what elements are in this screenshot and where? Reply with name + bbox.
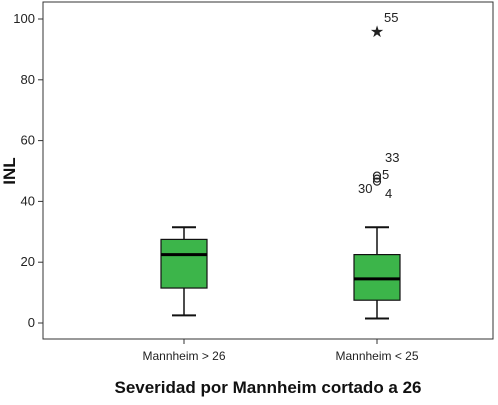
x-axis-title: Severidad por Mannheim cortado a 26	[114, 378, 421, 397]
outlier-point	[372, 174, 382, 183]
outlier-label: 4	[385, 186, 392, 201]
box-group	[160, 226, 208, 317]
y-tick-label: 60	[21, 133, 35, 148]
box-group: ★ 30 4 5 33 55	[353, 10, 401, 320]
y-tick-label: 0	[28, 315, 35, 330]
y-tick-label: 80	[21, 72, 35, 87]
outlier-label: 30	[358, 181, 372, 196]
boxes: ★ 30 4 5 33 55	[160, 10, 401, 320]
outlier-point	[372, 171, 382, 180]
box	[160, 238, 208, 289]
category-label: Mannheim < 25	[335, 349, 418, 363]
y-axis-title: INL	[0, 157, 19, 184]
y-tick-label: 40	[21, 193, 35, 208]
y-tick-label: 20	[21, 254, 35, 269]
outlier-label: 55	[384, 10, 398, 25]
y-axis: 0 20 40 60 80 100	[13, 11, 43, 330]
outlier-point	[372, 177, 382, 186]
plot-frame	[42, 1, 494, 340]
x-axis: Mannheim > 26 Mannheim < 25	[142, 339, 419, 363]
outlier-label: 5	[382, 167, 389, 182]
category-label: Mannheim > 26	[142, 349, 225, 363]
outlier-label: 33	[385, 150, 399, 165]
box	[353, 254, 401, 301]
y-tick-label: 100	[13, 11, 35, 26]
extreme-outlier-star: ★	[370, 24, 384, 41]
